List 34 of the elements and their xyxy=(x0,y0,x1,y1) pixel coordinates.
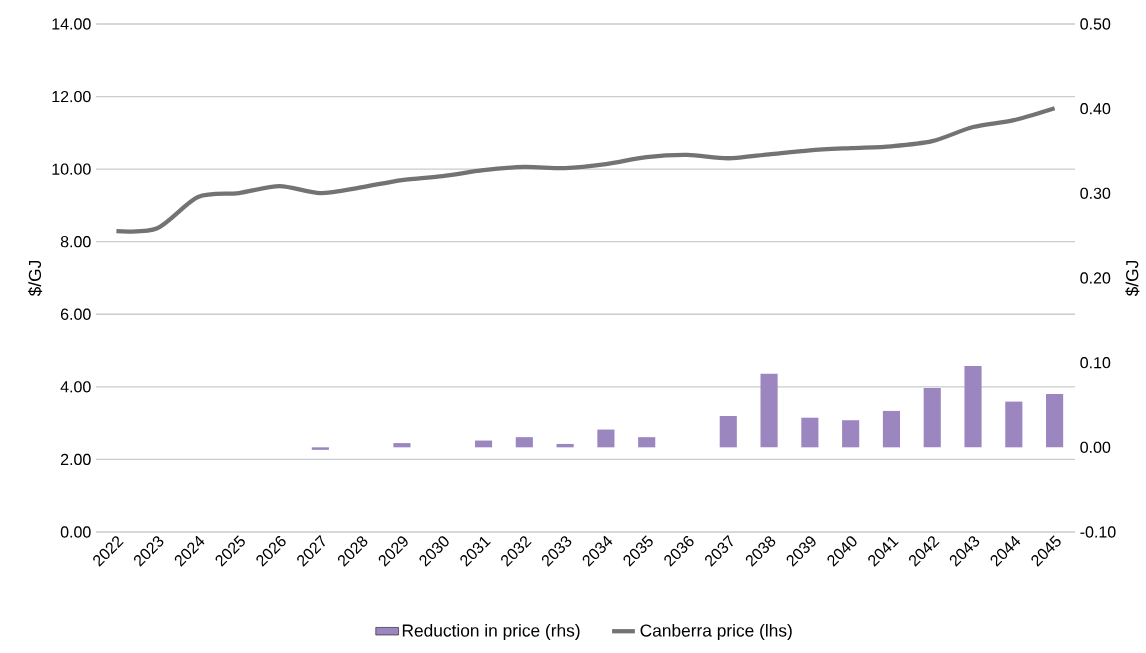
y-tick-label: 14.00 xyxy=(52,18,91,30)
line-series xyxy=(114,106,1057,234)
y-tick-label: 10.00 xyxy=(52,163,91,175)
bar xyxy=(311,447,329,450)
y-tick-label: 2.00 xyxy=(60,453,91,466)
y2-tick-label: 0.20 xyxy=(1080,272,1111,284)
y2-tick-label: 0.40 xyxy=(1080,103,1111,115)
y-tick-label: 0.00 xyxy=(60,526,91,538)
bar xyxy=(597,429,615,448)
y2-tick-label: 0.50 xyxy=(1080,18,1111,30)
legend-label: Reduction in price (rhs) xyxy=(402,623,580,641)
y-tick-label: 8.00 xyxy=(60,236,91,248)
legend-label: Canberra price (lhs) xyxy=(640,623,792,641)
bar xyxy=(515,437,533,448)
bar xyxy=(1046,393,1064,448)
bar xyxy=(393,443,411,448)
y-tick-label: 12.00 xyxy=(52,90,91,103)
bar xyxy=(923,388,941,448)
bar xyxy=(719,416,737,448)
bar xyxy=(882,410,901,448)
y2-tick-label: 0.00 xyxy=(1080,441,1111,453)
y2-tick-label: 0.30 xyxy=(1080,187,1111,199)
y-axis-title: $/GJ xyxy=(28,260,43,297)
bar xyxy=(801,417,819,448)
bar xyxy=(842,420,860,448)
y2-axis-title: $/GJ xyxy=(1125,260,1140,297)
bar xyxy=(760,373,778,448)
y-tick-label: 4.00 xyxy=(60,381,91,393)
bar xyxy=(638,437,656,448)
y-tick-label: 6.00 xyxy=(60,308,91,320)
y2-tick-label: -0.10 xyxy=(1080,526,1116,538)
bar xyxy=(964,366,982,448)
y2-tick-label: 0.10 xyxy=(1080,357,1111,369)
bar xyxy=(1005,401,1023,448)
